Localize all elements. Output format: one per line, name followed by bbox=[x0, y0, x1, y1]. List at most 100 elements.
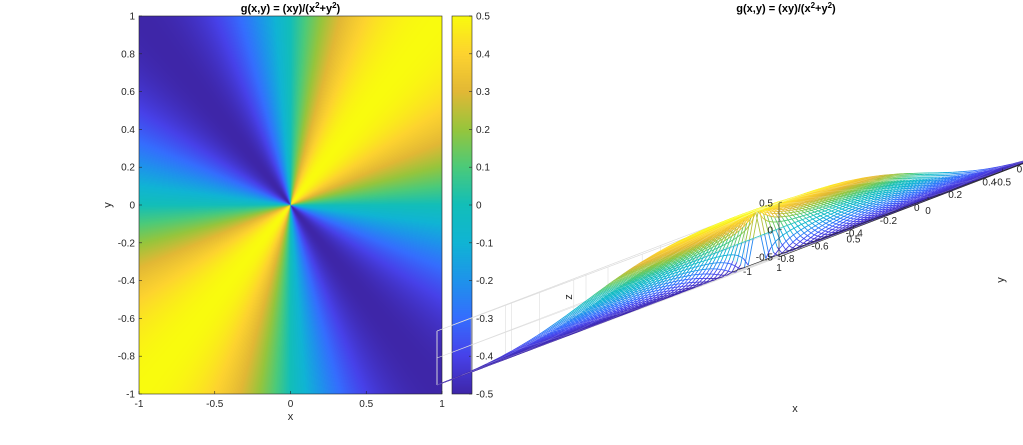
surface-mesh-segment bbox=[877, 193, 883, 197]
surface-mesh-segment bbox=[901, 203, 908, 207]
surface-mesh-segment bbox=[910, 194, 916, 199]
surface-mesh-segment bbox=[866, 185, 873, 189]
surface-mesh-segment bbox=[950, 180, 956, 184]
surface-mesh-segment bbox=[785, 212, 791, 214]
surface-mesh-segment bbox=[938, 188, 944, 192]
surface-mesh-segment bbox=[938, 183, 944, 188]
surface-mesh-segment bbox=[836, 204, 842, 208]
surface-mesh-segment bbox=[895, 202, 902, 206]
surface-mesh-segment bbox=[947, 185, 953, 189]
surface-mesh-segment bbox=[925, 181, 931, 185]
surface-mesh-segment bbox=[743, 213, 750, 221]
surface-mesh-segment bbox=[901, 197, 908, 201]
surface-mesh-segment bbox=[898, 188, 905, 193]
surface-mesh-segment bbox=[875, 213, 882, 217]
surface-mesh-segment bbox=[789, 214, 795, 217]
surface-mesh-segment bbox=[837, 210, 844, 215]
surface-mesh-segment bbox=[879, 175, 885, 177]
heatmap-xtick-label: -0.5 bbox=[206, 399, 224, 410]
surface-mesh-segment bbox=[922, 185, 929, 189]
surface-mesh-segment bbox=[992, 167, 998, 172]
surface-mesh-segment bbox=[762, 212, 769, 233]
surface-mesh-segment bbox=[800, 241, 807, 246]
surface-mesh-segment bbox=[835, 215, 841, 219]
surface-mesh-segment bbox=[990, 169, 997, 173]
surface-mesh-segment bbox=[868, 218, 874, 223]
heatmap-ytick-label: -0.8 bbox=[118, 352, 136, 363]
surface-mesh-segment bbox=[727, 246, 733, 249]
surface-mesh-segment bbox=[869, 192, 876, 196]
surface-mesh-segment bbox=[879, 183, 885, 187]
surface-mesh-segment bbox=[923, 191, 929, 195]
surface-mesh-segment bbox=[902, 195, 909, 199]
surface-mesh-segment bbox=[883, 195, 890, 199]
surface-mesh-segment bbox=[833, 195, 839, 198]
surface-mesh-segment bbox=[791, 208, 797, 211]
surface-mesh-segment bbox=[984, 172, 991, 176]
surface-mesh-segment bbox=[851, 216, 858, 221]
surface-mesh-segment bbox=[912, 178, 918, 182]
surface-mesh-segment bbox=[837, 201, 843, 205]
surface-mesh-segment bbox=[856, 196, 862, 200]
surface-mesh-segment bbox=[952, 186, 958, 190]
surface-mesh-segment bbox=[886, 198, 892, 202]
surface-mesh-segment bbox=[898, 183, 904, 186]
surface-mesh-segment bbox=[905, 197, 911, 201]
surface-mesh-segment bbox=[799, 244, 805, 249]
surface-mesh-segment bbox=[882, 205, 889, 210]
surface-mesh-segment bbox=[874, 215, 880, 219]
surface-mesh-segment bbox=[901, 184, 907, 188]
surface-mesh-segment bbox=[840, 204, 846, 208]
surface-mesh-segment bbox=[770, 216, 777, 231]
surface-mesh-segment bbox=[924, 189, 930, 193]
surface-mesh-segment bbox=[850, 181, 856, 184]
surface-mesh-segment bbox=[741, 240, 748, 244]
heatmap-xlabel: x bbox=[288, 411, 294, 423]
surface-mesh-segment bbox=[958, 178, 964, 183]
surface-mesh-segment bbox=[896, 200, 903, 204]
surface-mesh-segment bbox=[801, 217, 807, 221]
surface-mesh-segment bbox=[921, 193, 928, 197]
surface-mesh-segment bbox=[1003, 164, 1009, 169]
surface-mesh-segment bbox=[815, 215, 821, 219]
surface-mesh-segment bbox=[878, 174, 884, 177]
surface-mesh-segment bbox=[931, 188, 938, 192]
surface-mesh-segment bbox=[888, 193, 895, 197]
surface-mesh-segment bbox=[991, 171, 997, 175]
surface-mesh-segment bbox=[869, 176, 875, 179]
surface-mesh-segment bbox=[894, 183, 901, 187]
surface-mesh-segment bbox=[860, 204, 866, 209]
surface-mesh-segment bbox=[864, 177, 870, 179]
surface-mesh-segment bbox=[973, 175, 979, 179]
surface-mesh-segment bbox=[968, 178, 974, 182]
surface-mesh-segment bbox=[875, 197, 881, 202]
surface-mesh-segment bbox=[786, 209, 792, 212]
surface-mesh-segment bbox=[822, 207, 828, 210]
surface-mesh-segment bbox=[844, 215, 850, 220]
surface-mesh-segment bbox=[824, 227, 830, 232]
surface-mesh-segment bbox=[968, 174, 974, 178]
surface-mesh-segment bbox=[961, 178, 968, 182]
surface-mesh-segment bbox=[865, 211, 871, 215]
surface-mesh-segment bbox=[958, 182, 964, 186]
surface-mesh-segment bbox=[916, 184, 922, 188]
surface-mesh-segment bbox=[855, 181, 861, 183]
surface-mesh-segment bbox=[838, 214, 845, 217]
surface-mesh-segment bbox=[837, 195, 843, 198]
surface-mesh-segment bbox=[863, 176, 869, 179]
surface-mesh-segment bbox=[886, 191, 892, 195]
surface-mesh-segment bbox=[1001, 167, 1007, 171]
surface-mesh-segment bbox=[987, 170, 993, 174]
surface-mesh-segment bbox=[896, 186, 902, 190]
surface-mesh-segment bbox=[960, 179, 967, 184]
surface-mesh-segment bbox=[930, 179, 936, 183]
surface-mesh-segment bbox=[969, 172, 975, 176]
surface-mesh-segment bbox=[1007, 163, 1013, 168]
surface-mesh-segment bbox=[915, 186, 921, 190]
surface-mesh-segment bbox=[928, 181, 935, 185]
surface-mesh-segment bbox=[912, 184, 918, 188]
surface-mesh-segment bbox=[843, 197, 849, 201]
surface-mesh-segment bbox=[842, 208, 849, 212]
surface-mesh-segment bbox=[964, 178, 970, 183]
surface-mesh-segment bbox=[850, 219, 857, 224]
